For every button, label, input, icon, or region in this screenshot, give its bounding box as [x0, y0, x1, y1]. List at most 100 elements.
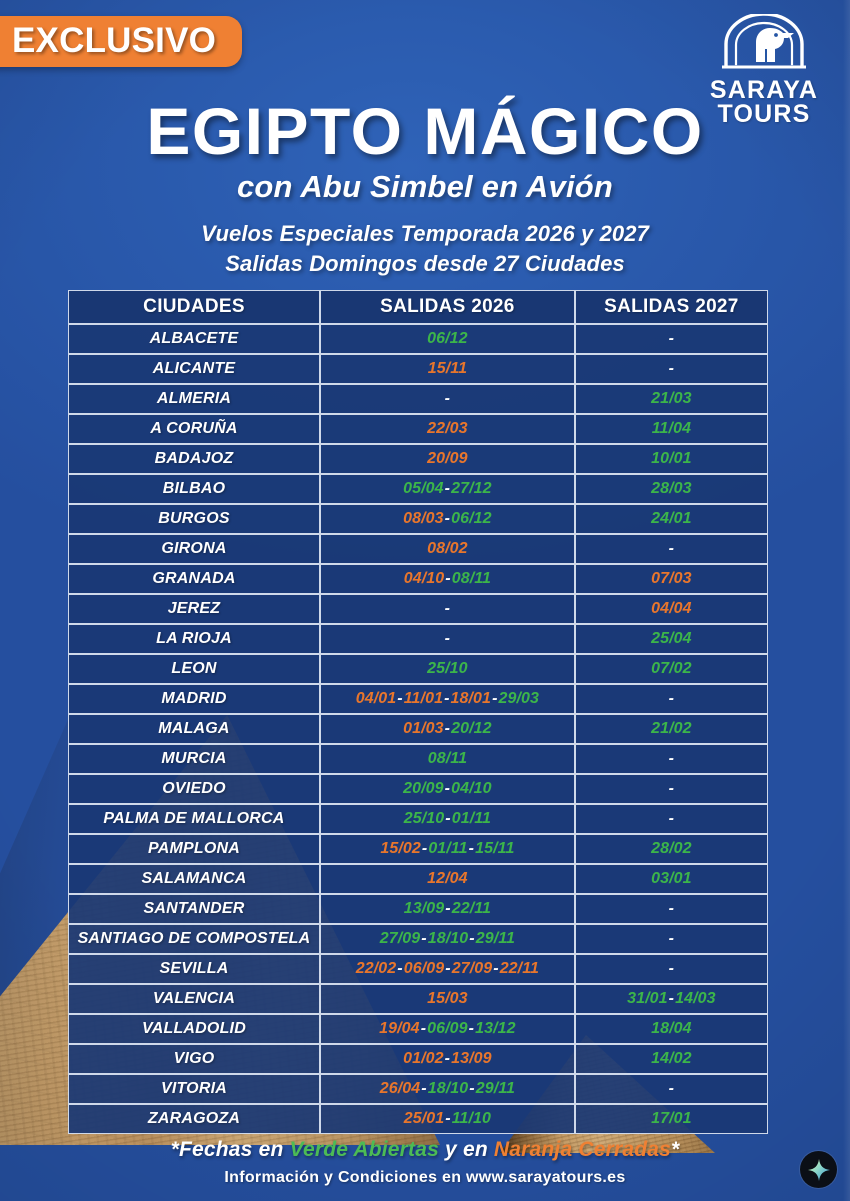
city-name: GIRONA	[68, 534, 320, 564]
departures-2027-cell: -	[574, 774, 768, 804]
date-open: 21/03	[651, 390, 692, 407]
date-separator: -	[668, 990, 675, 1007]
city-name: ALBACETE	[68, 324, 320, 354]
departures-2026-cell: 01/02-13/09	[320, 1044, 575, 1074]
date-separator: -	[445, 810, 451, 827]
table-row: GRANADA 04/10-08/11 07/03	[68, 564, 768, 594]
date-separator: -	[444, 510, 451, 527]
departures-2026-cell: 19/04-06/09-13/12	[320, 1014, 575, 1044]
table-row: ZARAGOZA 25/01-11/10 17/01	[68, 1104, 768, 1134]
date-separator: -	[493, 960, 499, 977]
date-open: 08/11	[427, 750, 468, 767]
date-separator: -	[445, 1110, 451, 1127]
date-open: 25/10	[427, 660, 468, 677]
departures-2027-cell: 28/02	[574, 834, 768, 864]
table-row: A CORUÑA 22/03 11/04	[68, 414, 768, 444]
city-name: MALAGA	[68, 714, 320, 744]
departures-2026-cell: 13/09-22/11	[320, 894, 575, 924]
table-row: PAMPLONA 15/02-01/11-15/11 28/02	[68, 834, 768, 864]
date-closed: 15/02	[380, 840, 421, 857]
departures-2027-cell: -	[574, 1074, 768, 1104]
date-closed: 07/03	[651, 570, 692, 587]
footer: *Fechas en Verde Abiertas y en Naranja C…	[0, 1138, 850, 1187]
exclusivo-badge: EXCLUSIVO	[0, 16, 243, 67]
departures-2027-cell: 17/01	[574, 1104, 768, 1134]
date-closed: 11/01	[403, 690, 444, 707]
table-header: CIUDADES SALIDAS 2026 SALIDAS 2027	[68, 290, 768, 324]
departures-2027-cell: -	[574, 534, 768, 564]
table-row: SANTANDER 13/09-22/11-	[68, 894, 768, 924]
city-name: VALLADOLID	[68, 1014, 320, 1044]
date-open: 18/10	[427, 1080, 469, 1097]
right-edge-highlight	[843, 0, 850, 1201]
logo-brand-name: SARAYA	[709, 76, 819, 104]
departures-2026-cell: 04/01-11/01-18/01-29/03	[320, 684, 575, 714]
date-open: 29/03	[498, 690, 540, 707]
departures-2027-cell: -	[574, 354, 768, 384]
departures-2026-cell: 08/02	[320, 534, 575, 564]
departures-2026-cell: 25/01-11/10	[320, 1104, 575, 1134]
date-open: 22/11	[451, 900, 492, 917]
date-open: 27/12	[451, 480, 492, 497]
date-empty: -	[668, 780, 675, 797]
departures-2027-cell: 10/01	[574, 444, 768, 474]
date-open: 25/10	[403, 810, 445, 827]
departures-2026-cell: 15/03	[320, 984, 575, 1014]
date-separator: -	[444, 1050, 451, 1067]
date-separator: -	[444, 480, 451, 497]
legend-green-label: Verde Abiertas	[289, 1138, 439, 1161]
legend-orange-label: Naranja Cerradas	[493, 1138, 672, 1161]
date-empty: -	[668, 690, 675, 707]
table-row: MADRID 04/01-11/01-18/01-29/03-	[68, 684, 768, 714]
departures-2027-cell: 25/04	[574, 624, 768, 654]
date-open: 20/12	[451, 720, 492, 737]
departures-2026-cell: 12/04	[320, 864, 575, 894]
four-point-star-badge-icon	[800, 1151, 837, 1188]
date-closed: 01/02	[403, 1050, 444, 1067]
saraya-tours-logo: SARAYA TOURS	[704, 12, 824, 128]
table-row: PALMA DE MALLORCA 25/10-01/11-	[68, 804, 768, 834]
date-separator: -	[492, 690, 498, 707]
city-name: SEVILLA	[68, 954, 320, 984]
date-open: 11/10	[451, 1110, 492, 1127]
date-closed: 04/01	[355, 690, 397, 707]
city-name: PAMPLONA	[68, 834, 320, 864]
date-open: 21/02	[651, 720, 692, 737]
date-separator: -	[421, 1080, 427, 1097]
city-name: LEON	[68, 654, 320, 684]
date-separator: -	[444, 720, 451, 737]
date-open: 06/09	[427, 1020, 468, 1037]
date-open: 08/11	[451, 570, 492, 587]
date-empty: -	[668, 750, 675, 767]
city-name: BILBAO	[68, 474, 320, 504]
departures-2027-cell: 28/03	[574, 474, 768, 504]
date-empty: -	[668, 330, 675, 347]
departures-2026-cell: 27/09-18/10-29/11	[320, 924, 575, 954]
date-separator: -	[469, 1080, 475, 1097]
city-name: ALMERIA	[68, 384, 320, 414]
table-row: ALICANTE 15/11 -	[68, 354, 768, 384]
departures-2026-cell: 15/11	[320, 354, 575, 384]
date-open: 03/01	[651, 870, 692, 887]
departures-2026-cell: 15/02-01/11-15/11	[320, 834, 575, 864]
logo-brand-sub: TOURS	[717, 100, 811, 128]
departures-2027-cell: -	[574, 954, 768, 984]
departures-2026-cell: -	[320, 594, 575, 624]
date-open: 18/10	[427, 930, 469, 947]
table-row: MURCIA 08/11 -	[68, 744, 768, 774]
title-block: EGIPTO MÁGICO con Abu Simbel en Avión Vu…	[0, 97, 850, 278]
date-closed: 18/01	[450, 690, 492, 707]
date-empty: -	[668, 360, 675, 377]
city-name: MADRID	[68, 684, 320, 714]
date-open: 27/09	[379, 930, 421, 947]
date-empty: -	[668, 810, 675, 827]
departures-table: CIUDADES SALIDAS 2026 SALIDAS 2027 ALBAC…	[68, 290, 768, 1134]
date-separator: -	[397, 960, 403, 977]
date-open: 11/04	[651, 420, 692, 437]
date-open: 25/04	[651, 630, 692, 647]
departures-2026-cell: 25/10	[320, 654, 575, 684]
date-open: 04/10	[451, 780, 492, 797]
tagline-line-1: Vuelos Especiales Temporada 2026 y 2027	[201, 221, 649, 247]
city-name: BADAJOZ	[68, 444, 320, 474]
city-name: VIGO	[68, 1044, 320, 1074]
